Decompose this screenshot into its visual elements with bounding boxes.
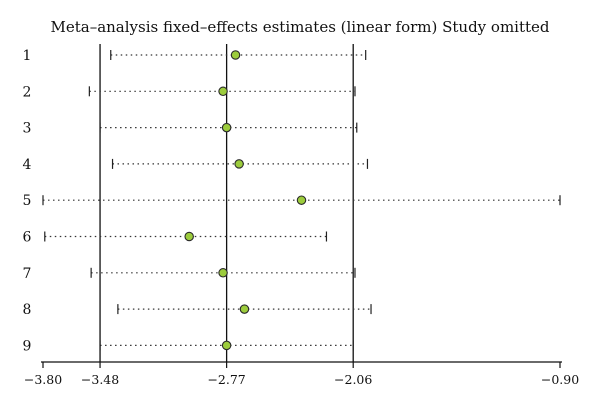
study-label: 3 [23, 121, 32, 137]
study-row-3: 3 [23, 121, 358, 137]
study-row-8: 8 [23, 302, 372, 318]
x-tick-label: −3.48 [81, 372, 119, 387]
study-row-2: 2 [23, 84, 356, 100]
x-tick-label: −0.90 [541, 372, 579, 387]
study-row-4: 4 [23, 157, 369, 173]
study-row-5: 5 [23, 193, 561, 209]
study-label: 2 [23, 84, 32, 100]
study-label: 4 [23, 157, 32, 173]
x-tick-label: −2.06 [334, 372, 372, 387]
study-label: 9 [23, 338, 32, 354]
study-label: 1 [23, 48, 32, 64]
point-estimate [296, 195, 307, 205]
point-estimate [234, 159, 244, 169]
point-estimate [221, 122, 232, 133]
point-estimate [230, 50, 241, 60]
study-label: 7 [23, 266, 32, 282]
study-row-1: 1 [23, 48, 367, 64]
study-label: 5 [23, 193, 32, 209]
point-estimate [184, 231, 194, 242]
x-tick-label: −2.77 [207, 372, 245, 387]
study-row-9: 9 [23, 338, 354, 354]
point-estimate [218, 86, 228, 97]
study-row-6: 6 [23, 230, 328, 246]
study-rows: 1 2 3 4 5 6 7 8 9 [23, 48, 561, 354]
x-tick-label: −3.80 [24, 372, 62, 387]
study-row-7: 7 [23, 266, 356, 282]
point-estimate [239, 304, 250, 314]
chart-title: Meta–analysis fixed–effects estimates (l… [50, 18, 549, 36]
x-axis-ticks: −3.80 −3.48 −2.77 −2.06 −0.90 [24, 362, 579, 387]
study-label: 8 [23, 302, 32, 318]
point-estimate [218, 268, 228, 278]
point-estimate [221, 340, 232, 351]
study-label: 6 [23, 230, 32, 246]
